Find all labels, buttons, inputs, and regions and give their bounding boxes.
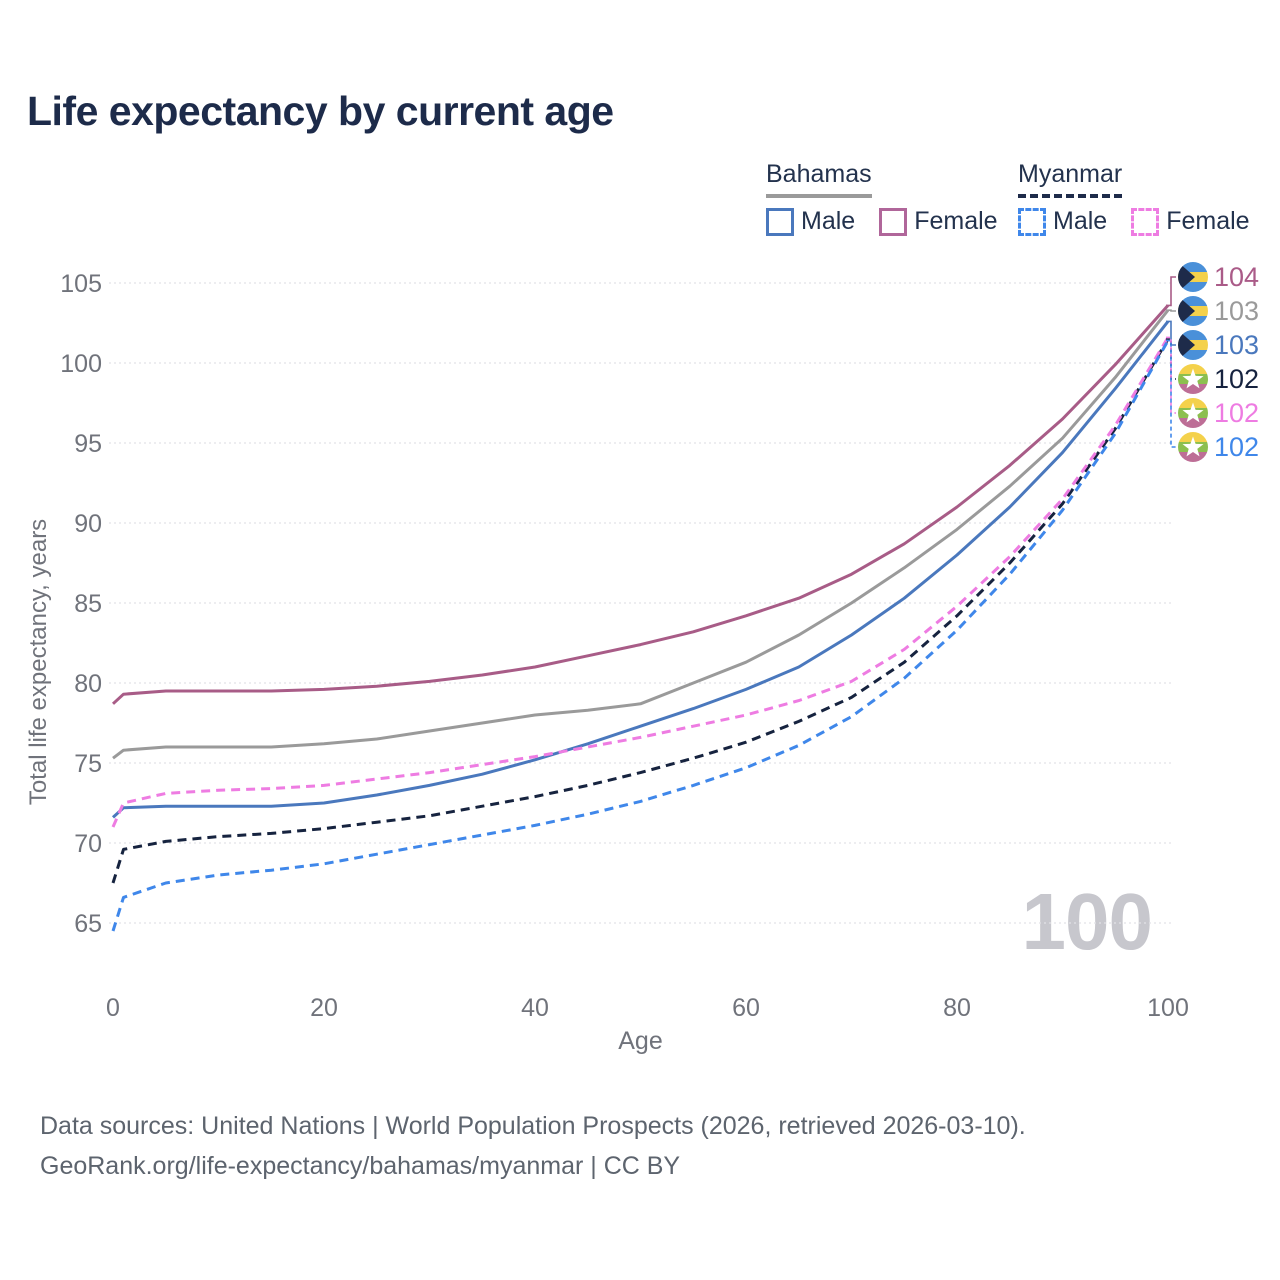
bahamas-flag-icon bbox=[1178, 330, 1208, 360]
source-footer: Data sources: United Nations | World Pop… bbox=[40, 1106, 1026, 1186]
y-tick-75: 75 bbox=[74, 750, 102, 778]
y-tick-65: 65 bbox=[74, 910, 102, 938]
legend-label: Male bbox=[1053, 207, 1108, 235]
myanmar-flag-icon bbox=[1178, 364, 1208, 394]
y-tick-85: 85 bbox=[74, 590, 102, 618]
legend-item-myanmar-female[interactable]: Female bbox=[1131, 207, 1250, 236]
end-label-leader bbox=[1166, 320, 1176, 346]
y-tick-100: 100 bbox=[60, 350, 102, 378]
end-label-leader bbox=[1166, 276, 1176, 307]
y-axis-title: Total life expectancy, years bbox=[25, 519, 52, 805]
end-label-value: 102 bbox=[1214, 364, 1259, 394]
x-tick-80: 80 bbox=[943, 994, 971, 1022]
age-watermark: 100 bbox=[1021, 877, 1153, 966]
end-label-leader bbox=[1166, 309, 1176, 312]
bahamas-flag-icon bbox=[1178, 296, 1208, 326]
myanmar-flag-icon bbox=[1178, 398, 1208, 428]
series-line-bahamas-female[interactable] bbox=[111, 304, 1170, 705]
y-tick-105: 105 bbox=[60, 270, 102, 298]
bahamas-flag-icon bbox=[1178, 262, 1208, 292]
series-line-bahamas[interactable] bbox=[112, 309, 1170, 760]
legend-label: Female bbox=[914, 207, 998, 235]
myanmar-flag-icon bbox=[1178, 432, 1208, 462]
end-label-value: 103 bbox=[1214, 296, 1259, 326]
data-sources-line: Data sources: United Nations | World Pop… bbox=[40, 1112, 1026, 1140]
legend-group-myanmar: Myanmar Male Female bbox=[1018, 160, 1250, 236]
x-tick-100: 100 bbox=[1147, 994, 1189, 1022]
x-tick-20: 20 bbox=[310, 994, 338, 1022]
series-line-bahamas-male[interactable] bbox=[111, 320, 1170, 819]
legend-country-bahamas[interactable]: Bahamas bbox=[766, 160, 872, 198]
end-label-value: 104 bbox=[1214, 262, 1259, 292]
y-tick-70: 70 bbox=[74, 830, 102, 858]
end-label-value: 102 bbox=[1214, 398, 1259, 428]
attribution-line: GeoRank.org/life-expectancy/bahamas/myan… bbox=[40, 1152, 681, 1180]
bahamas-female-line-swatch-icon bbox=[879, 207, 908, 236]
bahamas-male-line-swatch-icon bbox=[766, 207, 794, 236]
series-line-myanmar[interactable] bbox=[111, 338, 1170, 884]
end-label-value: 103 bbox=[1214, 330, 1259, 360]
end-label-value: 102 bbox=[1214, 432, 1259, 462]
legend-label: Male bbox=[801, 207, 856, 235]
x-tick-0: 0 bbox=[106, 994, 120, 1022]
legend-item-bahamas-female[interactable]: Female bbox=[879, 207, 998, 236]
myanmar-female-line-swatch-icon bbox=[1131, 207, 1160, 236]
y-tick-90: 90 bbox=[74, 510, 102, 538]
x-tick-40: 40 bbox=[521, 994, 549, 1022]
end-label-leader bbox=[1166, 339, 1176, 448]
myanmar-male-line-swatch-icon bbox=[1018, 207, 1046, 236]
series-line-myanmar-female[interactable] bbox=[111, 336, 1170, 828]
y-tick-95: 95 bbox=[74, 430, 102, 458]
y-tick-80: 80 bbox=[74, 670, 102, 698]
x-axis-title: Age bbox=[618, 1027, 662, 1055]
legend-item-myanmar-male[interactable]: Male bbox=[1018, 207, 1107, 236]
series-line-myanmar-male[interactable] bbox=[111, 339, 1170, 932]
chart-title: Life expectancy by current age bbox=[27, 88, 614, 134]
end-label-leader bbox=[1166, 336, 1176, 414]
legend-country-myanmar[interactable]: Myanmar bbox=[1018, 160, 1123, 198]
x-tick-60: 60 bbox=[732, 994, 760, 1022]
legend-label: Female bbox=[1166, 207, 1250, 235]
legend-group-bahamas: Bahamas Male Female bbox=[766, 160, 998, 236]
legend-item-bahamas-male[interactable]: Male bbox=[766, 207, 855, 236]
